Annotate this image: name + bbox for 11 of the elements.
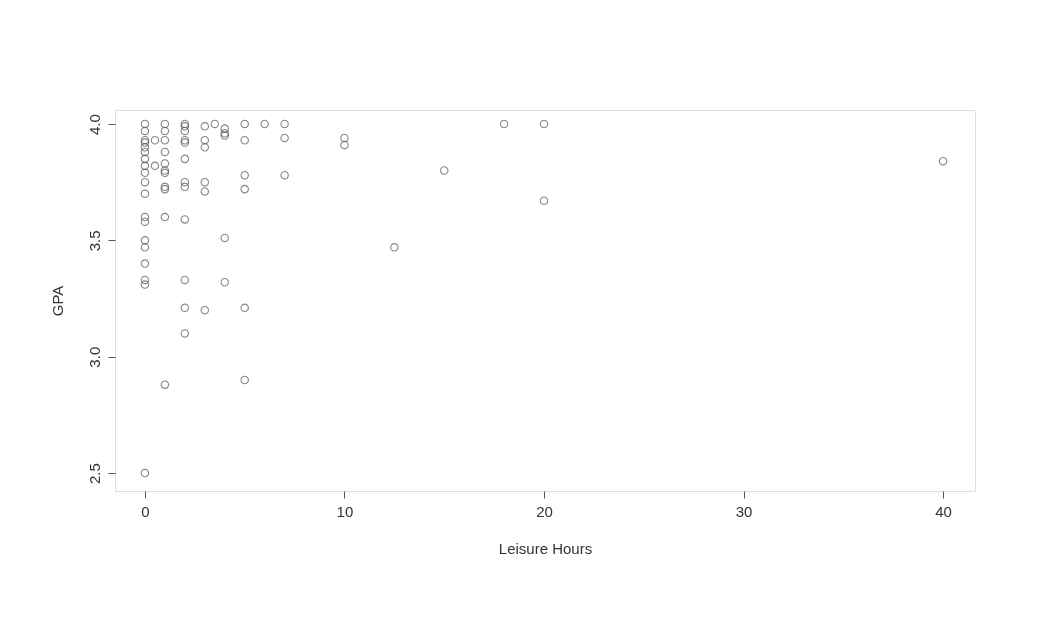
y-tick-label: 3.5 <box>85 230 103 252</box>
y-axis-title: GPA <box>48 285 66 317</box>
x-tick-label: 40 <box>935 502 952 520</box>
y-tick-label: 2.5 <box>85 463 103 485</box>
x-tick-label: 0 <box>141 502 150 520</box>
y-tick-label: 4.0 <box>85 114 103 135</box>
x-tick-label: 20 <box>536 502 553 520</box>
x-tick-label: 10 <box>336 502 354 520</box>
y-tick-label: 3.0 <box>85 346 103 368</box>
x-axis-title: Leisure Hours <box>498 539 593 557</box>
x-tick-label: 30 <box>735 502 753 520</box>
